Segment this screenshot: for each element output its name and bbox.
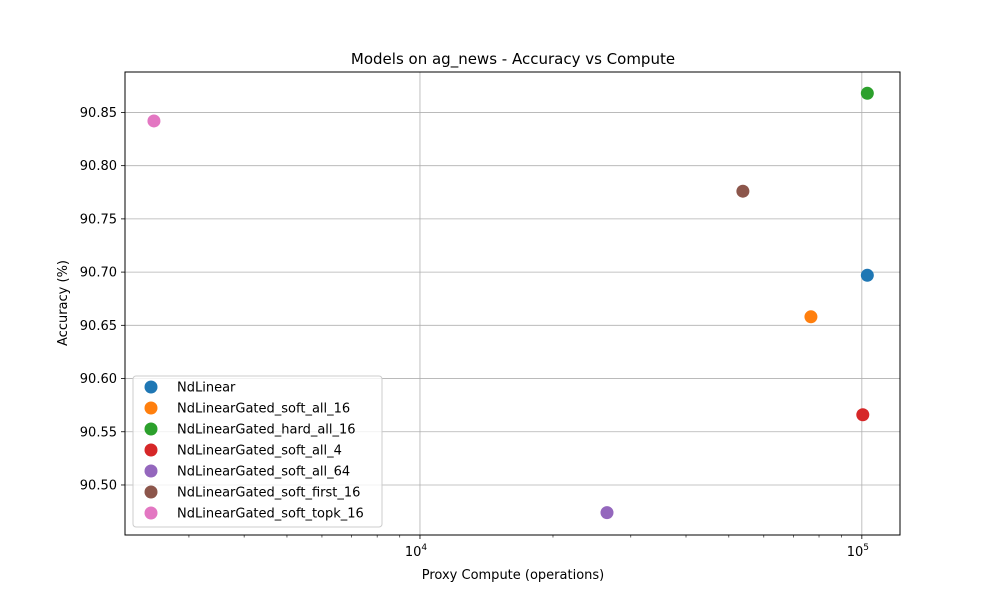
data-point xyxy=(147,114,161,128)
legend-label: NdLinearGated_soft_all_64 xyxy=(177,465,350,480)
legend-label: NdLinearGated_soft_all_16 xyxy=(177,402,350,417)
data-point xyxy=(860,268,874,282)
y-tick-label: 90.50 xyxy=(80,478,117,493)
x-tick-label: 105 xyxy=(847,543,869,560)
y-tick-label: 90.75 xyxy=(80,212,117,227)
chart-title: Models on ag_news - Accuracy vs Compute xyxy=(351,50,675,69)
legend: NdLinear NdLinearGated_soft_all_16 NdLinea… xyxy=(132,375,383,528)
legend-box xyxy=(132,375,383,528)
legend-label: NdLinear xyxy=(177,381,236,396)
x-tick-label: 104 xyxy=(405,543,428,560)
legend-marker xyxy=(144,464,158,478)
data-point xyxy=(856,408,870,422)
x-axis-label: Proxy Compute (operations) xyxy=(422,568,605,583)
y-tick-label: 90.60 xyxy=(80,372,117,387)
data-point xyxy=(860,86,874,100)
y-tick-label: 90.85 xyxy=(80,106,117,121)
legend-marker xyxy=(144,422,158,436)
y-tick-label: 90.80 xyxy=(80,159,117,174)
legend-label: NdLinearGated_soft_topk_16 xyxy=(177,507,364,522)
plot-frame xyxy=(124,71,901,536)
data-point xyxy=(600,506,614,520)
legend-marker xyxy=(144,443,158,457)
legend-marker xyxy=(144,401,158,415)
legend-marker xyxy=(144,506,158,520)
legend-label: NdLinearGated_soft_first_16 xyxy=(177,486,360,501)
legend-marker xyxy=(144,485,158,499)
axes xyxy=(124,71,901,536)
data-points xyxy=(147,86,874,520)
y-axis-label: Accuracy (%) xyxy=(56,260,71,346)
legend-label: NdLinearGated_hard_all_16 xyxy=(177,423,356,438)
y-tick-label: 90.65 xyxy=(80,319,117,334)
legend-marker xyxy=(144,380,158,394)
y-tick-label: 90.70 xyxy=(80,266,117,281)
data-point xyxy=(736,184,750,198)
y-tick-label: 90.55 xyxy=(80,425,117,440)
legend-label: NdLinearGated_soft_all_4 xyxy=(177,444,342,459)
data-point xyxy=(804,310,818,324)
